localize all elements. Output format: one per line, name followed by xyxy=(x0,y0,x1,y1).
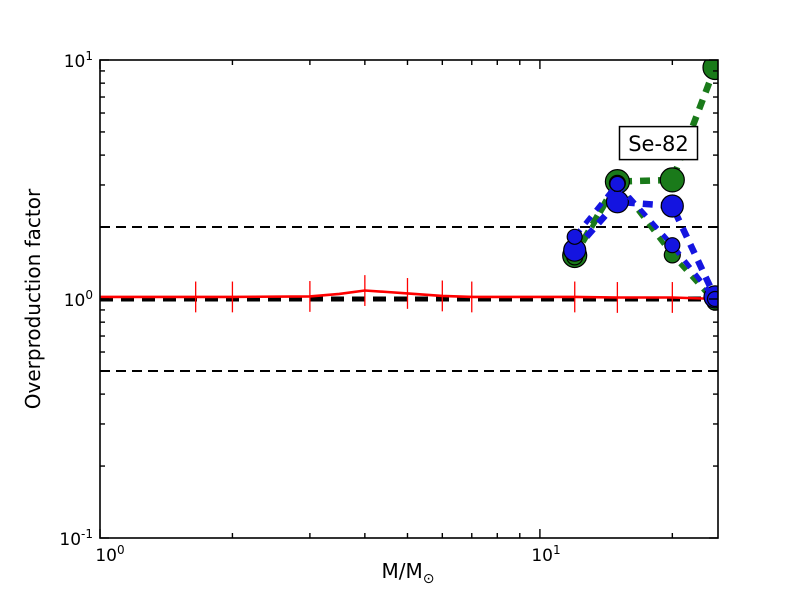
annotation-box: Se-82 xyxy=(618,125,699,161)
annotation-frame xyxy=(618,125,699,161)
marker-blue-lower xyxy=(664,237,681,254)
marker-blue-upper xyxy=(660,194,684,218)
y-axis-label: Overproduction factor xyxy=(21,188,45,409)
x-tick-right-exp: 1 xyxy=(553,543,561,557)
y-tick-bot-exp: -1 xyxy=(81,527,93,541)
y-tick-mid-exp: 0 xyxy=(85,288,93,302)
marker-green-upper xyxy=(702,60,718,81)
sun-symbol-icon: ⊙ xyxy=(423,571,435,587)
series-line-solar-red xyxy=(100,289,718,301)
x-tick-label-10e0: 100 xyxy=(95,543,124,566)
y-tick-label-10e0: 100 xyxy=(64,288,93,311)
marker-blue-lower xyxy=(609,175,626,192)
y-tick-top-exp: 1 xyxy=(85,49,93,63)
y-tick-top-base: 10 xyxy=(64,52,86,72)
y-tick-label-10e1: 101 xyxy=(64,49,93,72)
y-tick-label-10e-1: 10-1 xyxy=(59,527,93,550)
axes-layer xyxy=(99,59,719,539)
plot-data-layer xyxy=(100,60,718,372)
x-tick-left-exp: 0 xyxy=(117,543,125,557)
marker-green-upper xyxy=(659,167,685,193)
series-line-green-lower xyxy=(572,178,717,304)
annotation-label: Se-82 xyxy=(628,132,689,156)
x-tick-right-base: 10 xyxy=(531,546,553,566)
x-axis-label: M/M⊙ xyxy=(382,559,435,587)
y-tick-bot-base: 10 xyxy=(59,530,81,550)
x-tick-left-base: 10 xyxy=(95,546,117,566)
marker-blue-lower xyxy=(566,228,583,245)
y-tick-mid-base: 10 xyxy=(64,291,86,311)
series-line-blue-lower xyxy=(572,180,717,301)
series-line-blue-upper xyxy=(572,198,718,299)
x-tick-label-10e1: 101 xyxy=(531,543,560,566)
x-axis-label-main: M/M xyxy=(382,559,423,583)
series-line-green-upper xyxy=(571,66,718,258)
